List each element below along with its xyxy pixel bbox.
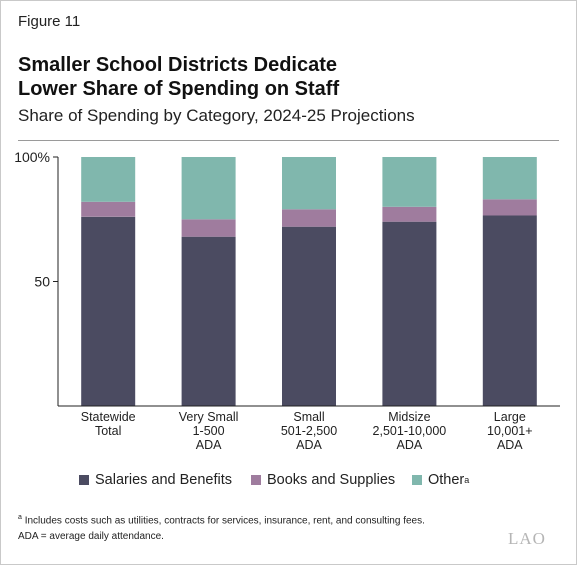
figure-label: Figure 11 [18, 13, 81, 30]
chart-title: Smaller School Districts Dedicate Lower … [18, 53, 538, 101]
x-tick-label-line: 1-500 [193, 424, 225, 438]
legend-label-other: Other [428, 472, 465, 488]
x-tick-label-3: Small 501-2,500 ADA [281, 410, 337, 452]
x-tick-label-line: Very Small [179, 410, 239, 424]
bar-other-2 [181, 157, 236, 220]
legend-item-other: Other a [412, 472, 469, 488]
legend-swatch-books [251, 475, 261, 485]
x-tick-label-line: 2,501-10,000 [373, 424, 447, 438]
bar-books-1 [81, 201, 136, 217]
bar-books-2 [181, 219, 236, 237]
bar-other-1 [81, 157, 136, 202]
x-tick-label-line: Midsize [388, 410, 430, 424]
x-tick-label-line: 10,001+ [487, 424, 533, 438]
chart-subtitle: Share of Spending by Category, 2024-25 P… [18, 106, 415, 125]
x-tick-label-line: Small [293, 410, 324, 424]
legend: Salaries and Benefits Books and Supplies… [0, 472, 577, 492]
legend-swatch-salaries [79, 475, 89, 485]
legend-item-books: Books and Supplies [251, 472, 395, 488]
bar-salaries-2 [181, 236, 236, 406]
x-tick-label-2: Very Small 1-500 ADA [179, 410, 239, 452]
x-tick-label-line: Total [95, 424, 121, 438]
bar-salaries-3 [282, 226, 336, 406]
legend-label-salaries: Salaries and Benefits [95, 472, 233, 488]
y-tick-label-2: 50 [34, 274, 50, 290]
x-tick-label-line: ADA [397, 438, 423, 452]
chart-title-line-2: Lower Share of Spending on Staff [18, 78, 340, 100]
footnote-ada: ADA = average daily attendance. [18, 531, 164, 542]
x-tick-label-line: ADA [296, 438, 322, 452]
bar-other-5 [482, 157, 537, 200]
bar-other-3 [282, 157, 336, 210]
lao-logo: LAO [508, 529, 546, 548]
bar-salaries-5 [482, 215, 537, 406]
bar-other-4 [382, 157, 437, 207]
bar-salaries-1 [81, 216, 136, 406]
x-tick-label-line: Statewide [81, 410, 136, 424]
x-tick-label-5: Large 10,001+ ADA [487, 410, 533, 452]
footnote-text: Includes costs such as utilities, contra… [24, 515, 425, 527]
legend-swatch-other [412, 475, 422, 485]
footnote: a Includes costs such as utilities, cont… [18, 514, 425, 526]
title-divider [18, 140, 559, 141]
y-tick-label-1: 100% [14, 149, 50, 165]
x-tick-label-line: ADA [196, 438, 222, 452]
x-tick-label-4: Midsize 2,501-10,000 ADA [373, 410, 447, 452]
x-tick-label-line: Large [494, 410, 526, 424]
x-tick-label-line: 501-2,500 [281, 424, 337, 438]
legend-item-salaries: Salaries and Benefits [79, 472, 232, 488]
bar-books-3 [282, 209, 336, 227]
x-tick-label-1: Statewide Total [81, 410, 136, 438]
bar-books-5 [482, 199, 537, 216]
bar-salaries-4 [382, 221, 437, 406]
x-tick-label-line: ADA [497, 438, 523, 452]
legend-label-books: Books and Supplies [267, 472, 396, 488]
bar-books-4 [382, 206, 437, 222]
footnote-mark: a [18, 514, 22, 521]
chart-title-line-1: Smaller School Districts Dedicate [18, 54, 338, 76]
